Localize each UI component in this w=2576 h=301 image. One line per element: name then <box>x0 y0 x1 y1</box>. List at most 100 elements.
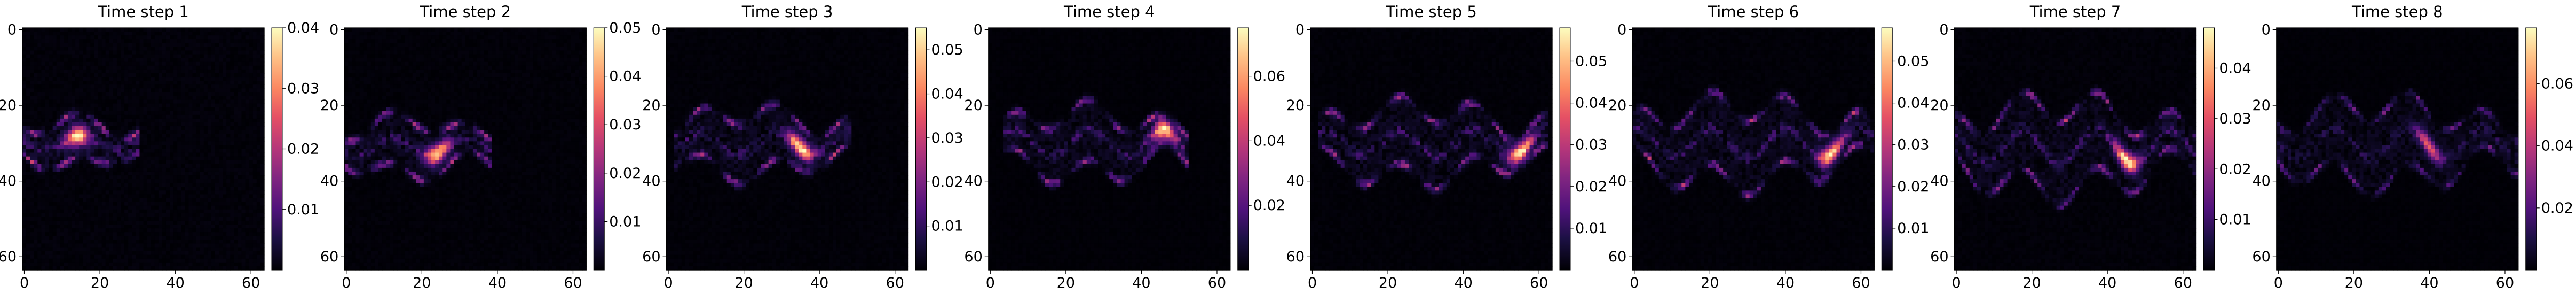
heatmap-cell <box>242 96 246 100</box>
heatmap-cell <box>113 81 117 85</box>
heatmap-cell <box>94 232 98 236</box>
heatmap-cell <box>249 164 254 168</box>
heatmap-cell <box>79 221 83 225</box>
heatmap-cell <box>90 194 94 198</box>
heatmap-cell <box>53 137 57 142</box>
heatmap-cell <box>79 153 83 157</box>
heatmap-cell <box>234 73 238 78</box>
heatmap-cell <box>132 70 136 74</box>
heatmap-cell <box>57 47 61 51</box>
heatmap-cell <box>83 77 87 81</box>
heatmap-cell <box>64 88 68 92</box>
heatmap-cell <box>26 62 30 66</box>
heatmap-cell <box>113 104 117 108</box>
heatmap-cell <box>155 73 159 78</box>
heatmap-cell <box>45 228 49 233</box>
heatmap-cell <box>257 119 261 123</box>
heatmap-cell <box>208 225 212 229</box>
heatmap-cell <box>242 50 246 55</box>
heatmap-cell <box>22 111 27 115</box>
heatmap-cell <box>37 225 42 229</box>
heatmap-cell <box>226 190 231 195</box>
heatmap-cell <box>117 187 121 191</box>
heatmap-cell <box>22 141 27 145</box>
heatmap-cell <box>173 236 178 240</box>
heatmap-cell <box>94 172 98 176</box>
heatmap-cell <box>139 149 144 153</box>
heatmap-cell <box>121 228 125 233</box>
heatmap-cell <box>57 202 61 206</box>
heatmap-cell <box>106 168 110 172</box>
heatmap-cell <box>234 43 238 47</box>
heatmap-cell <box>193 55 197 59</box>
heatmap-cell <box>208 213 212 218</box>
heatmap-cell <box>242 240 246 244</box>
heatmap-cell <box>234 99 238 104</box>
heatmap-cell <box>128 213 132 218</box>
heatmap-cell <box>75 240 80 244</box>
heatmap-cell <box>79 99 83 104</box>
heatmap-cell <box>188 28 193 32</box>
heatmap-cell <box>83 50 87 55</box>
heatmap-cell <box>215 84 219 89</box>
heatmap-cell <box>98 164 102 168</box>
heatmap-cell <box>124 55 129 59</box>
heatmap-cell <box>200 164 204 168</box>
heatmap-cell <box>200 217 204 221</box>
heatmap-cell <box>64 210 68 214</box>
heatmap-cell <box>75 251 80 256</box>
heatmap-cell <box>139 202 144 206</box>
heatmap-cell <box>230 88 234 92</box>
heatmap-cell <box>109 217 114 221</box>
heatmap-cell <box>246 84 250 89</box>
heatmap-cell <box>83 168 87 172</box>
heatmap-cell <box>166 164 170 168</box>
heatmap-cell <box>159 43 163 47</box>
heatmap-cell <box>53 243 57 248</box>
heatmap-cell <box>94 240 98 244</box>
heatmap-cell <box>162 88 167 92</box>
heatmap-cell <box>136 70 140 74</box>
heatmap-cell <box>64 126 68 130</box>
heatmap-cell <box>72 28 76 32</box>
heatmap-cell <box>144 149 148 153</box>
heatmap-cell <box>226 126 231 130</box>
heatmap-cell <box>109 164 114 168</box>
heatmap-cell <box>124 157 129 161</box>
heatmap-cell <box>136 35 140 40</box>
heatmap-cell <box>155 172 159 176</box>
heatmap-cell <box>151 164 155 168</box>
heatmap-cell <box>26 137 30 142</box>
heatmap-cell <box>102 88 106 92</box>
heatmap-cell <box>49 236 53 240</box>
heatmap-cell <box>242 62 246 66</box>
heatmap-cell <box>223 172 227 176</box>
heatmap-cell <box>249 175 254 180</box>
heatmap-cell <box>75 153 80 157</box>
heatmap-cell <box>170 206 174 210</box>
heatmap-cell <box>147 183 152 187</box>
heatmap-cell <box>136 210 140 214</box>
heatmap-cell <box>181 210 185 214</box>
heatmap-cell <box>57 28 61 32</box>
heatmap-cell <box>53 172 57 176</box>
heatmap-cell <box>57 115 61 119</box>
heatmap-cell <box>94 153 98 157</box>
heatmap-cell <box>113 210 117 214</box>
heatmap-cell <box>106 111 110 115</box>
heatmap-cell <box>132 32 136 36</box>
heatmap-cell <box>223 43 227 47</box>
heatmap-cell <box>83 88 87 92</box>
heatmap-cell <box>83 179 87 183</box>
heatmap-cell <box>45 183 49 187</box>
heatmap-cell <box>117 225 121 229</box>
heatmap-cell <box>75 62 80 66</box>
heatmap-cell <box>102 55 106 59</box>
heatmap-cell <box>151 39 155 43</box>
heatmap-cell <box>102 141 106 145</box>
heatmap-cell <box>60 248 65 252</box>
heatmap-cell <box>162 232 167 236</box>
heatmap-cell <box>86 198 91 203</box>
heatmap-cell <box>155 99 159 104</box>
heatmap-cell <box>242 228 246 233</box>
